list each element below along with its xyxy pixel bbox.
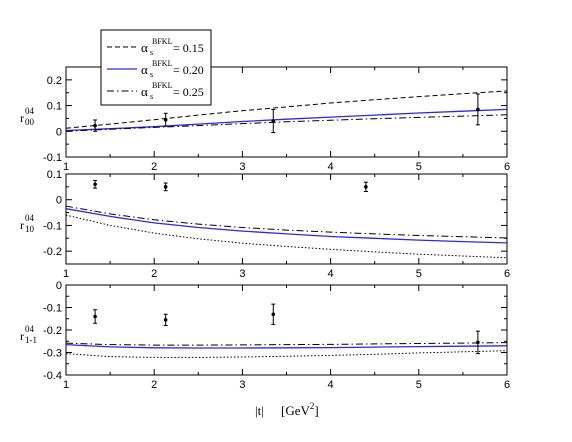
x-axis-unit-sup: 2 [310,401,315,411]
y-axis-label-sub: 10 [25,224,35,234]
y-tick-label: -0.1 [43,220,62,232]
point-marker [93,123,97,128]
data-point [93,119,98,132]
x-tick-label: 3 [239,268,245,280]
x-tick-label: 4 [328,268,334,280]
series-line-dashdot [66,342,507,346]
y-axis-label-base: r [20,111,24,125]
x-tick-label: 6 [504,379,510,391]
series-line-dashdot [66,114,507,132]
series-line-dotted [66,214,507,259]
x-tick-label: 1 [63,161,69,173]
data-point [163,182,168,192]
series-line-dotted [66,350,507,358]
data-point [363,181,368,192]
point-marker [93,182,97,187]
y-tick-label: 0 [56,280,62,292]
y-axis-label-sub: 1-1 [25,335,37,345]
y-tick-label: 0 [56,126,62,138]
x-tick-label: 3 [239,379,245,391]
x-tick-label: 5 [416,161,422,173]
y-tick-label: -0.3 [43,348,62,360]
legend-sup: BFKL [152,37,173,46]
panel-3: 1 2 3 4 5 6 -0.4 -0.3 -0.2 -0.1 0 r 041-1 [20,280,510,391]
x-tick-label: 5 [416,268,422,280]
y-axis-label-sup: 04 [25,324,35,334]
x-axis-unit: [GeV2] [281,401,319,418]
legend-alpha: α [141,84,148,99]
data-point [93,179,98,189]
legend-value: = 0.15 [173,41,204,55]
point-marker [163,318,168,322]
point-marker [476,340,480,345]
legend-sup: BFKL [152,59,173,68]
x-axis-label: |t| [255,403,264,418]
y-axis-label: r [20,111,24,125]
x-tick-label: 4 [328,379,334,391]
legend-sup: BFKL [152,81,173,90]
y-tick-label: -0.2 [43,246,62,258]
y-axis-label: r [20,329,24,343]
y-axis-label-base: r [20,329,24,343]
x-tick-label: 5 [416,379,422,391]
plot-frame [65,284,508,376]
x-tick-label: 1 [63,379,69,391]
y-axis-label-sub: 00 [25,117,35,127]
point-marker [364,185,368,189]
data-point [93,309,98,324]
point-marker [93,314,97,319]
data-point [475,93,480,126]
x-axis-unit-text: [GeV [281,403,310,418]
y-axis-label: r [20,218,24,232]
point-marker [163,185,168,189]
y-axis-label-base: r [20,218,24,232]
data-point [271,108,276,134]
x-tick-label: 2 [151,268,157,280]
x-tick-label: 1 [63,268,69,280]
y-axis-label-sup: 04 [25,106,35,116]
y-tick-label: -0.2 [43,325,62,337]
y-tick-label: -0.1 [43,303,62,315]
point-marker [163,117,168,122]
legend-sub: s [150,70,153,79]
legend-sub: s [150,48,153,57]
y-tick-label: -0.4 [43,370,62,382]
x-tick-label: 2 [151,161,157,173]
y-tick-label: 0 [56,195,62,207]
data-point [163,112,168,127]
series-line-solid [66,208,507,244]
x-tick-label: 6 [504,268,510,280]
legend-alpha: α [141,62,148,77]
x-axis-unit-close: ] [314,403,318,418]
series-line-dashed [66,90,507,129]
y-axis-label-sup: 04 [25,213,35,223]
legend-value: = 0.20 [173,63,204,77]
legend-box [100,29,212,106]
x-tick-label: 3 [239,161,245,173]
data-point [163,313,168,326]
y-tick-label: -0.1 [43,152,62,164]
x-tick-label: 4 [328,161,334,173]
legend-alpha: α [141,40,148,55]
data-point [475,330,480,355]
series-line-solid [66,343,507,349]
point-marker [271,312,276,317]
y-tick-label: 0.1 [47,101,62,113]
x-tick-label: 2 [151,379,157,391]
point-marker [271,119,276,123]
legend-sub: s [150,92,153,101]
y-tick-label: 0.2 [47,75,62,87]
series-line-dashdot [66,205,507,239]
y-tick-label: 0.1 [47,169,62,181]
x-tick-label: 6 [504,161,510,173]
legend-value: = 0.25 [173,85,204,99]
point-marker [476,107,480,112]
series-line-solid [66,108,507,132]
data-point [271,303,276,325]
